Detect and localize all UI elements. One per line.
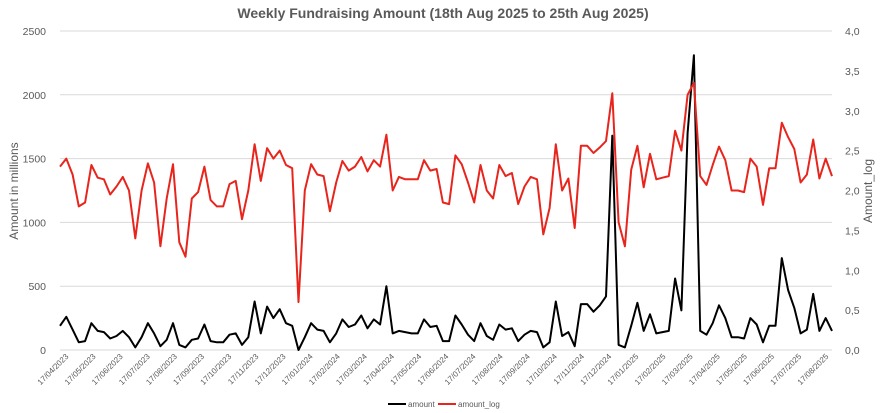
chart-title: Weekly Fundraising Amount (18th Aug 2025… (237, 5, 648, 21)
y-axis-left-label: Amount in millions (7, 142, 21, 239)
y2-tick-label: 3,0 (845, 106, 860, 118)
y-tick-label: 1500 (23, 154, 47, 166)
y2-tick-label: 1,5 (845, 225, 860, 237)
legend: amount amount_log (388, 400, 500, 409)
y-axis-left: 0 500 1000 1500 2000 2500 (23, 26, 47, 357)
y2-tick-label: 1,0 (845, 265, 860, 277)
y2-tick-label: 2,5 (845, 146, 860, 158)
series-line-amount (59, 54, 833, 351)
y-tick-label: 0 (40, 345, 46, 357)
y-axis-right: 0,0 0,5 1,0 1,5 2,0 2,5 3,0 3,5 4,0 (845, 26, 860, 357)
y2-tick-label: 3,5 (845, 66, 860, 78)
legend-label-amount-log: amount_log (458, 400, 500, 409)
y-tick-label: 2000 (23, 90, 47, 102)
y2-tick-label: 2,0 (845, 186, 860, 198)
plot-area (59, 54, 833, 351)
y-tick-label: 500 (28, 281, 46, 293)
gridlines (60, 30, 832, 287)
y2-tick-label: 4,0 (845, 26, 860, 38)
y2-tick-label: 0,5 (845, 305, 860, 317)
y2-tick-label: 0,0 (845, 345, 860, 357)
x-axis: 17/04/202317/05/202317/06/202317/07/2023… (36, 352, 831, 387)
y-tick-label: 1000 (23, 217, 47, 229)
legend-label-amount: amount (408, 400, 435, 409)
y-axis-right-label: Amount_log (861, 159, 875, 223)
series-line-amount-log (59, 81, 833, 304)
y-tick-label: 2500 (23, 26, 47, 38)
